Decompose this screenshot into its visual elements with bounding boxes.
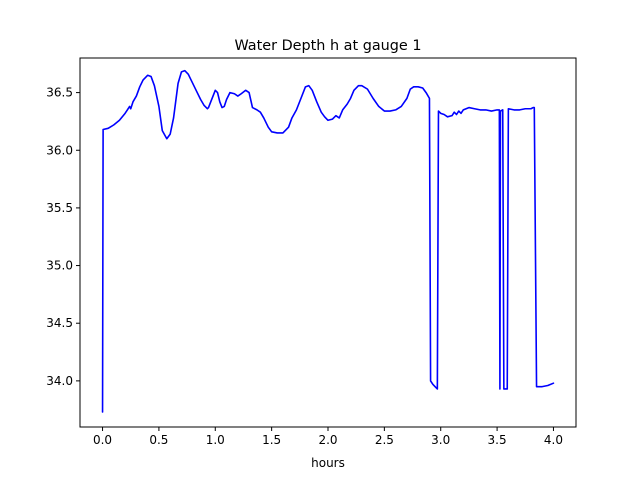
x-tick-label: 1.5 xyxy=(262,433,281,447)
x-axis-label: hours xyxy=(311,456,345,470)
series-line-0 xyxy=(101,69,555,413)
plot-area xyxy=(101,69,555,413)
x-tick-label: 0.5 xyxy=(149,433,168,447)
x-tick-label: 2.5 xyxy=(375,433,394,447)
x-tick-label: 3.5 xyxy=(488,433,507,447)
x-tick-label: 2.0 xyxy=(318,433,337,447)
x-tick-label: 0.0 xyxy=(93,433,112,447)
x-tick-label: 1.0 xyxy=(206,433,225,447)
y-tick-label: 34.0 xyxy=(46,374,73,388)
y-tick-label: 35.0 xyxy=(46,259,73,273)
x-tick-label: 3.0 xyxy=(431,433,450,447)
y-tick-label: 36.0 xyxy=(46,143,73,157)
y-tick-label: 35.5 xyxy=(46,201,73,215)
y-tick-label: 34.5 xyxy=(46,316,73,330)
chart-title: Water Depth h at gauge 1 xyxy=(234,38,421,54)
axes: 0.0 0.5 1.0 1.5 2.0 2.5 3.0 3.5 4.0 34.0 34.5 35.0 3… xyxy=(46,57,577,447)
y-tick-label: 36.5 xyxy=(46,86,73,100)
x-tick-label: 4.0 xyxy=(544,433,563,447)
